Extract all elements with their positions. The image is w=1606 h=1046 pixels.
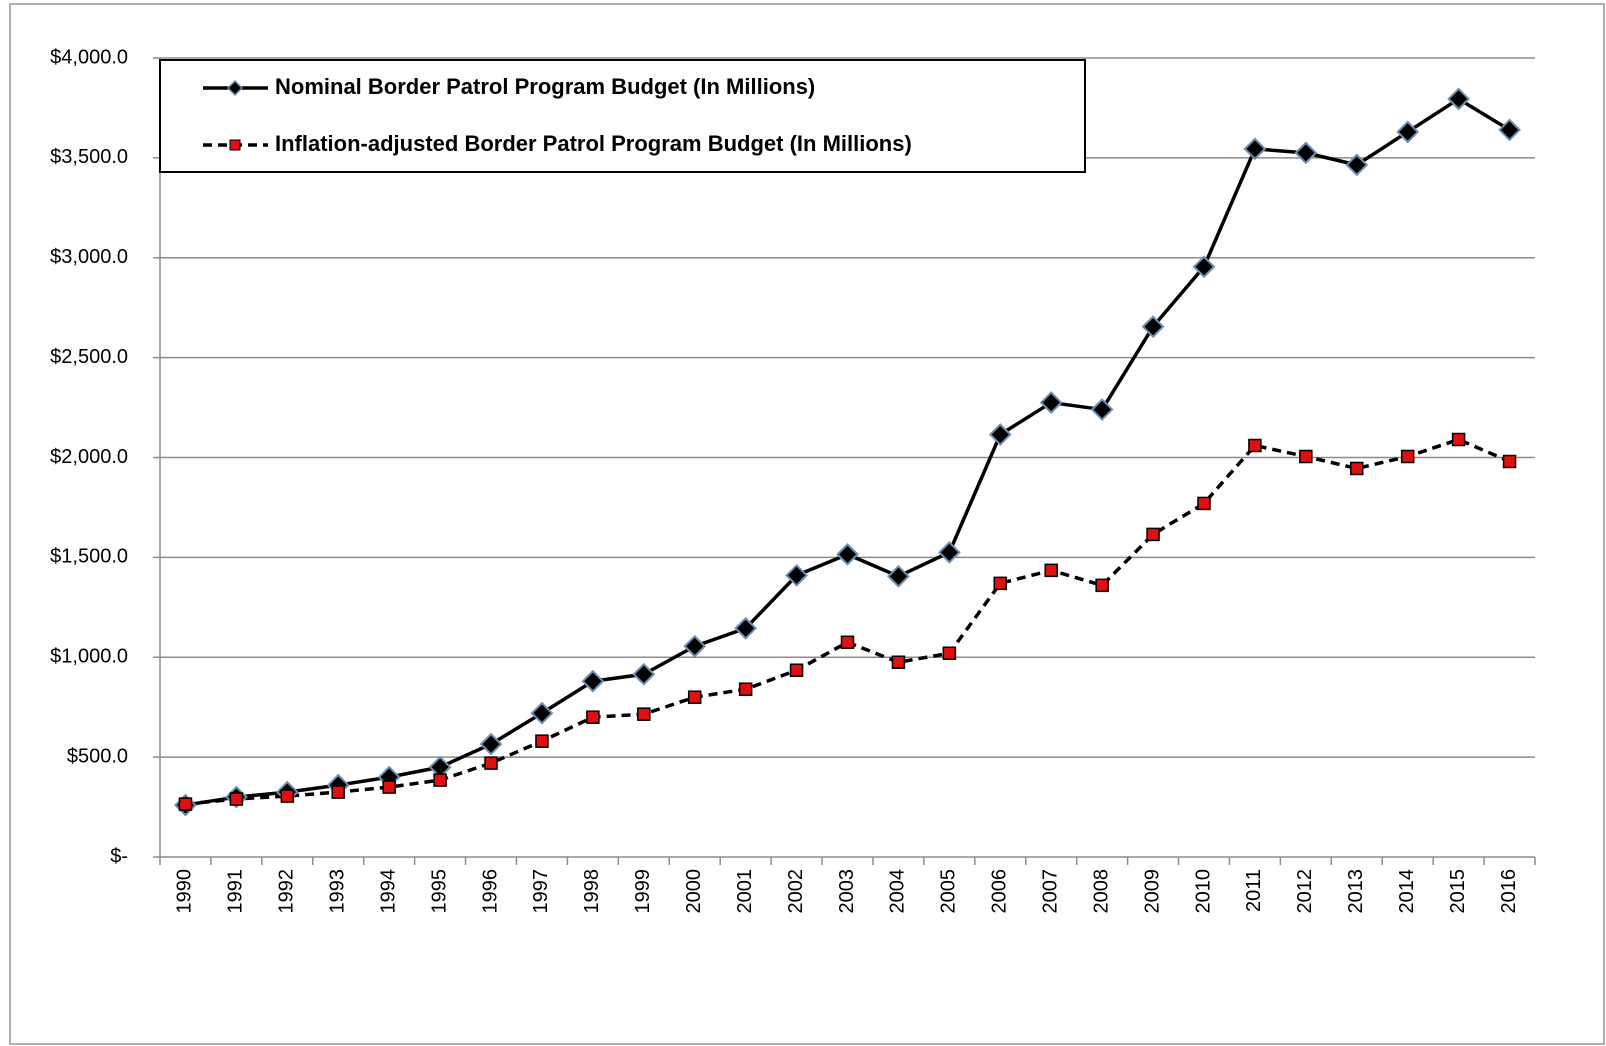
x-tick-label: 2000 (683, 869, 705, 914)
data-point (1502, 454, 1517, 469)
data-point (734, 616, 758, 640)
y-tick-label: $3,500.0 (50, 146, 128, 168)
data-point (178, 797, 193, 811)
y-tick-label: $2,500.0 (50, 346, 128, 368)
data-point (1192, 255, 1216, 279)
frame (9, 3, 1605, 1045)
data-point (1447, 87, 1471, 111)
x-tick-label: 1991 (225, 869, 247, 914)
data-point (937, 540, 961, 564)
data-point (535, 734, 549, 748)
legend-marker (226, 79, 244, 97)
data-point (1146, 527, 1160, 542)
data-point (581, 669, 605, 693)
data-point (840, 635, 855, 650)
data-point (1299, 449, 1313, 464)
data-point (1396, 120, 1420, 144)
data-point (484, 756, 498, 770)
legend-label: Nominal Border Patrol Program Budget (In… (275, 74, 815, 99)
y-tick-label: $1,500.0 (50, 546, 128, 568)
data-point (632, 662, 656, 686)
data-point (1345, 153, 1369, 177)
data-point (433, 773, 447, 787)
x-tick-label: 2011 (1243, 869, 1265, 912)
data-point (1141, 315, 1165, 339)
data-point (1294, 141, 1318, 165)
data-point (1350, 461, 1364, 476)
data-point (382, 780, 396, 794)
data-point (1248, 438, 1262, 453)
x-tick-label: 1990 (174, 869, 196, 914)
data-point (683, 634, 707, 658)
series-line (185, 437, 1511, 806)
y-tick-label: $- (110, 845, 128, 867)
data-point (836, 542, 859, 566)
data-point (891, 655, 906, 669)
x-tick-label: 2015 (1447, 869, 1469, 914)
data-point (1197, 496, 1211, 511)
x-tick-label: 2013 (1345, 869, 1367, 914)
data-point (530, 701, 554, 725)
x-tick-label: 1993 (327, 869, 349, 914)
x-tick-label: 1995 (428, 869, 450, 914)
x-tick-label: 2014 (1396, 869, 1418, 914)
data-point (1095, 578, 1109, 593)
data-point (993, 576, 1008, 591)
x-tick-label: 2001 (734, 869, 756, 914)
data-point (1498, 118, 1521, 142)
x-tick-label: 2008 (1090, 869, 1112, 914)
x-tick-label: 1992 (276, 869, 298, 914)
x-tick-label: 2002 (785, 869, 807, 914)
y-tick-label: $1,000.0 (50, 646, 128, 668)
data-point (280, 789, 295, 803)
data-point (988, 423, 1012, 446)
x-tick-label: 2009 (1141, 869, 1163, 914)
data-point (687, 690, 702, 704)
data-point (586, 710, 600, 724)
x-tick-label: 1997 (530, 869, 552, 914)
data-point (331, 785, 345, 799)
x-tick-label: 2012 (1294, 869, 1316, 914)
data-point (1243, 137, 1267, 161)
x-tick-label: 2004 (887, 869, 909, 914)
x-tick-label: 2010 (1192, 869, 1214, 914)
legend-box (159, 59, 1086, 173)
data-point (1090, 398, 1114, 421)
data-point (637, 707, 651, 721)
data-point (1400, 449, 1415, 464)
data-point (1044, 563, 1058, 578)
legend-marker (229, 139, 241, 151)
x-tick-label: 2003 (836, 869, 858, 914)
data-point (479, 732, 503, 756)
data-point (738, 682, 753, 696)
y-tick-label: $4,000.0 (50, 46, 128, 68)
data-point (229, 792, 244, 806)
x-tick-label: 2005 (938, 869, 960, 914)
x-tick-label: 2006 (989, 869, 1011, 914)
x-tick-label: 1994 (377, 869, 399, 914)
y-tick-label: $2,000.0 (50, 446, 128, 468)
x-tick-label: 2007 (1039, 869, 1061, 914)
x-tick-label: 1996 (479, 869, 501, 914)
x-tick-label: 2016 (1498, 869, 1520, 914)
x-tick-label: 1999 (632, 869, 654, 914)
data-point (1451, 432, 1466, 447)
legend-label: Inflation-adjusted Border Patrol Program… (275, 131, 912, 156)
y-tick-label: $500.0 (67, 745, 128, 767)
y-tick-label: $3,000.0 (50, 246, 128, 268)
data-point (789, 663, 804, 677)
data-point (942, 646, 957, 661)
x-tick-label: 1998 (581, 869, 603, 914)
data-point (1039, 391, 1063, 414)
data-point (887, 564, 910, 588)
data-point (785, 563, 808, 587)
